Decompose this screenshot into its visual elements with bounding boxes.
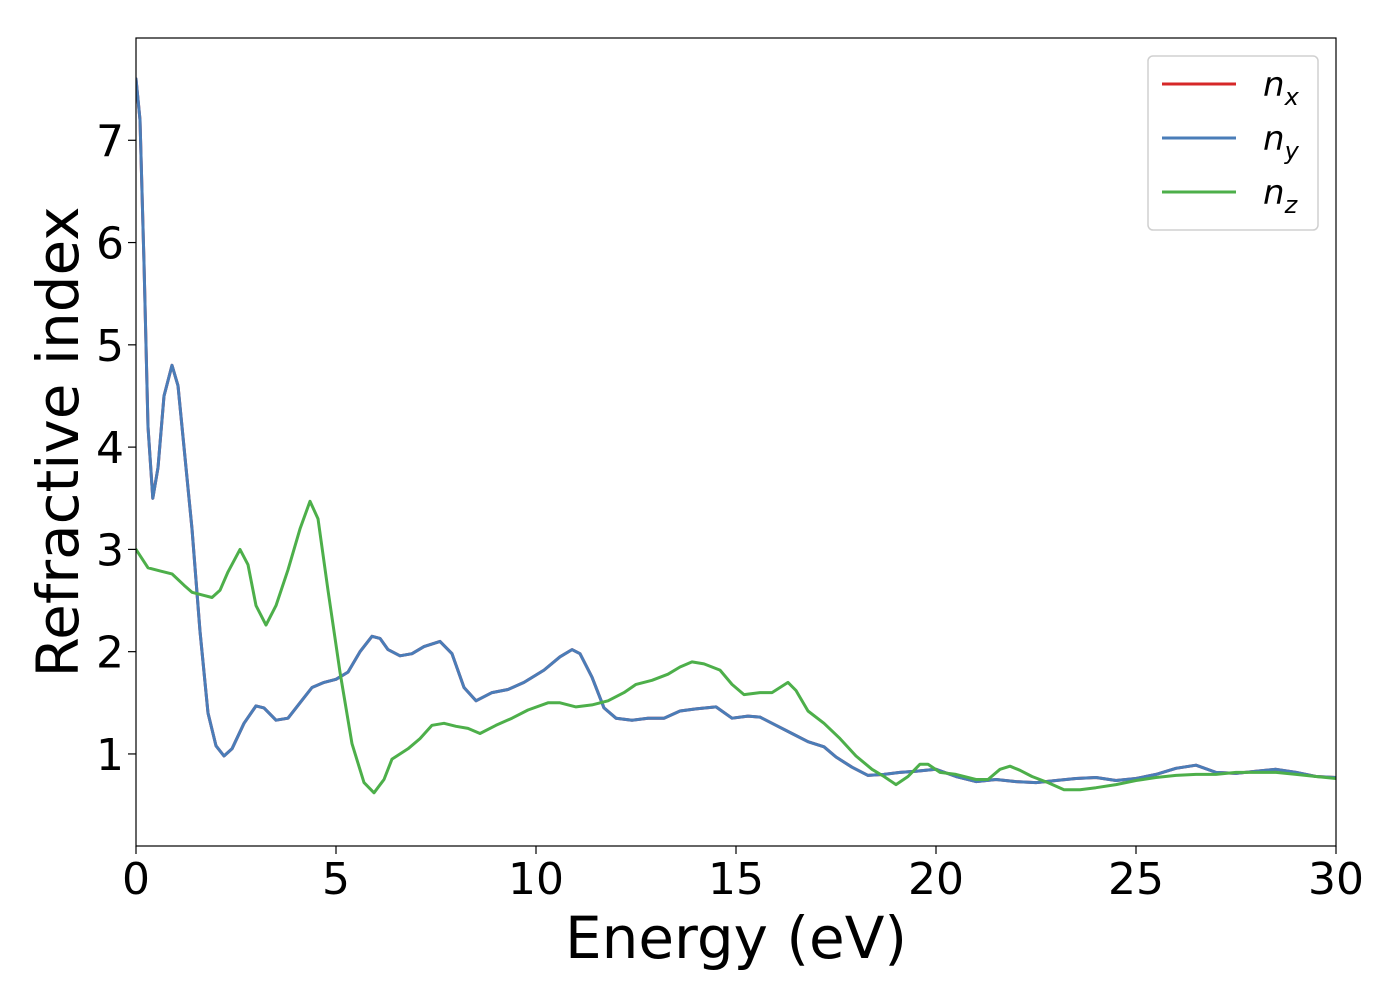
series-layer [136, 77, 1336, 795]
y-tick-label: 1 [96, 730, 124, 781]
x-tick-label: 20 [908, 854, 964, 905]
legend-box [1147, 55, 1319, 231]
x-axis-label: Energy (eV) [565, 904, 907, 972]
y-tick-label: 6 [96, 219, 124, 270]
x-tick-label: 30 [1308, 854, 1364, 905]
x-tick-label: 10 [508, 854, 564, 905]
y-tick-label: 7 [96, 116, 124, 167]
y-tick-label: 5 [96, 321, 124, 372]
legend-label-nz: nz [1263, 173, 1299, 219]
y-tick-label: 3 [96, 525, 124, 576]
series-line-nz [136, 499, 1336, 795]
y-tick-label: 2 [96, 628, 124, 679]
x-tick-label: 5 [322, 854, 350, 905]
y-axis-label: Refractive index [24, 206, 92, 677]
y-axis: 1 2 3 4 5 6 7 [96, 116, 136, 781]
x-tick-label: 0 [122, 854, 150, 905]
x-tick-label: 15 [708, 854, 764, 905]
series-line-ny [136, 77, 1336, 785]
legend-label-nx: nx [1263, 65, 1300, 111]
legend: nx ny nz [1147, 55, 1319, 231]
legend-label-ny: ny [1263, 119, 1300, 165]
x-tick-label: 25 [1108, 854, 1164, 905]
x-axis: 0 5 10 15 20 25 30 [122, 846, 1364, 905]
y-tick-label: 4 [96, 423, 124, 474]
